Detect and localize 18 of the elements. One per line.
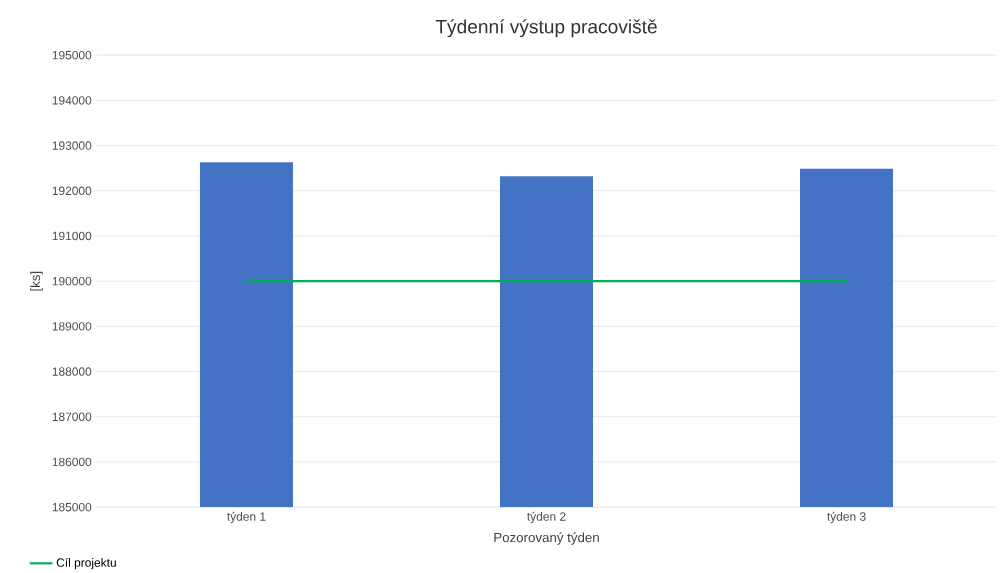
chart-title: Týdenní výstup pracoviště [435,19,657,38]
y-tick-label: 190000 [52,276,92,286]
y-tick-label: 185000 [52,502,92,512]
x-tick-label: týden 1 [227,511,266,523]
y-tick-label: 191000 [52,231,92,241]
y-axis-title: [ks] [30,271,43,291]
y-tick-label: 192000 [52,186,92,195]
y-tick-label: 187000 [52,412,92,421]
y-tick-label: 189000 [52,321,92,331]
x-tick-label: týden 2 [527,511,566,523]
x-tick-label: týden 3 [827,511,866,523]
y-tick-label: 188000 [52,367,92,376]
x-axis-title: Pozorovaný týden [494,532,599,545]
y-tick-label: 193000 [52,141,92,150]
y-tick-label: 186000 [52,457,92,467]
legend-label: Cíl projektu [56,557,116,570]
y-tick-label: 195000 [52,50,92,60]
y-tick-label: 194000 [52,96,92,105]
